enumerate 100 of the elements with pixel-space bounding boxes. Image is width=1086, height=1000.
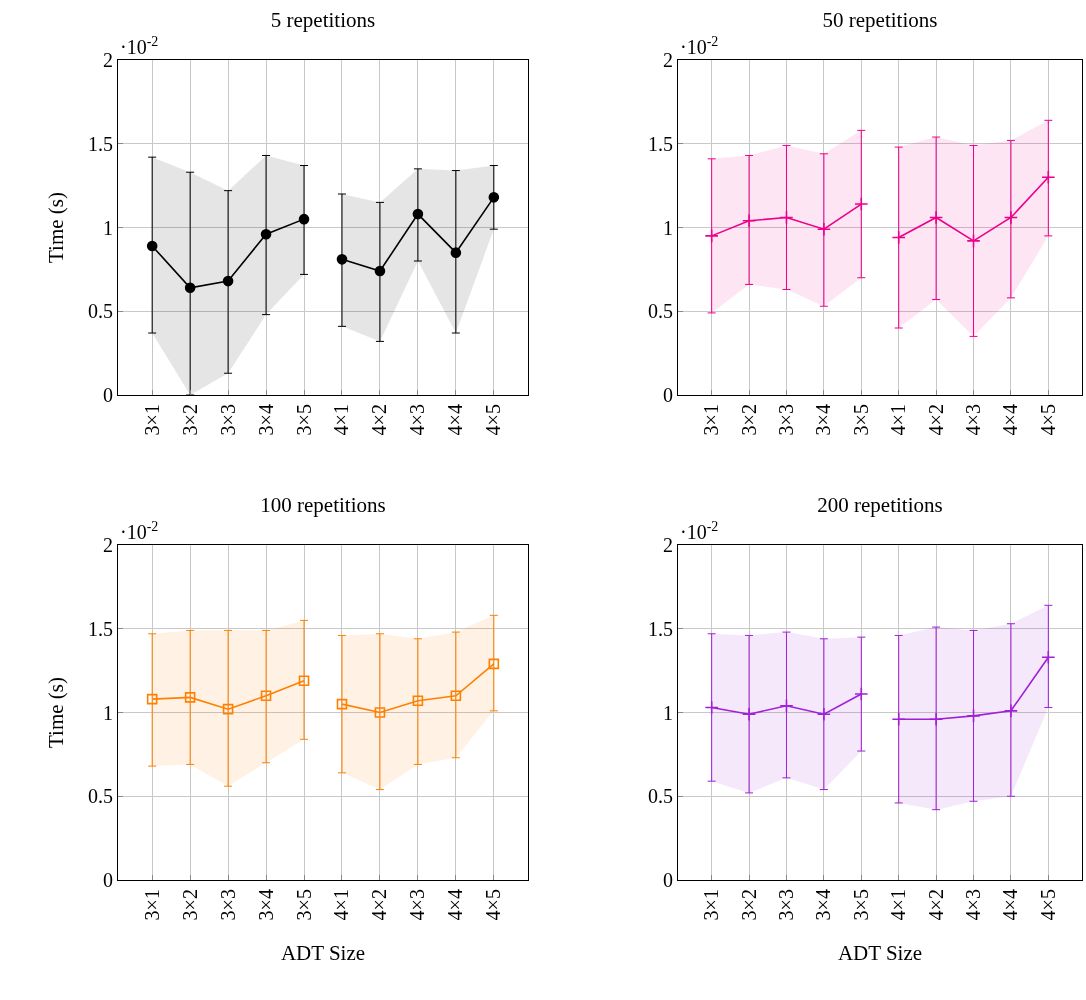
chart-title: 50 repetitions	[822, 7, 938, 32]
x-tick-label: 3×5	[292, 889, 315, 921]
y-axis-title: Time (s)	[44, 192, 69, 263]
point	[741, 707, 757, 722]
x-tick-label: 3×3	[216, 404, 239, 436]
x-tick-label: 4×1	[887, 404, 910, 436]
x-tick-label: 3×2	[178, 889, 201, 921]
text: ·10$^{-2}$	[120, 34, 159, 59]
point	[298, 213, 310, 225]
text: ·10$^{-2}$	[120, 519, 159, 544]
x-tick-label: 3×1	[700, 404, 723, 436]
x-tick-label: 4×4	[444, 889, 467, 921]
point	[260, 690, 272, 702]
point	[704, 700, 719, 715]
x-tick-label: 4×4	[444, 404, 467, 436]
x-tick-label: 3×1	[700, 889, 723, 921]
point	[779, 698, 794, 713]
x-tick-label: 4×5	[1036, 889, 1059, 921]
x-tick-label: 4×2	[368, 404, 391, 436]
x-tick-label: 4×1	[330, 404, 353, 436]
x-tick-label: 3×4	[254, 404, 277, 436]
y-tick-label: 1	[102, 216, 113, 239]
point	[412, 695, 424, 707]
y-axis-title: Time (s)	[44, 677, 69, 748]
x-tick-label: 4×3	[962, 889, 985, 921]
point	[146, 693, 158, 705]
x-tick-label: 3×1	[140, 889, 163, 921]
x-tick-label: 3×3	[216, 889, 239, 921]
y-tick-label: 1.5	[87, 617, 113, 640]
x-tick-label: 3×5	[849, 404, 872, 436]
point	[1041, 170, 1056, 185]
y-tick-label: 1.5	[87, 132, 113, 155]
point	[966, 233, 981, 248]
y-tick-label: 0	[102, 384, 113, 406]
point	[374, 265, 386, 277]
point	[450, 690, 462, 702]
point	[298, 675, 310, 686]
x-tick-label: 4×3	[962, 404, 985, 436]
y-tick-label: 2	[102, 49, 113, 71]
point	[222, 703, 234, 715]
y-tick-label: 1	[102, 701, 113, 724]
point	[741, 213, 757, 228]
point	[184, 282, 196, 294]
point	[146, 240, 158, 252]
y-tick-label: 1.5	[647, 132, 673, 155]
x-tick-label: 3×3	[774, 404, 797, 436]
point	[966, 708, 981, 723]
x-tick-label: 4×5	[482, 889, 505, 921]
x-axis-title: ADT Size	[280, 940, 366, 965]
text: ·10$^{-2}$	[680, 519, 719, 544]
point	[260, 228, 272, 240]
y-tick-label: 1	[662, 216, 673, 239]
y-tick-label: 0.5	[647, 300, 673, 323]
point	[929, 210, 944, 225]
y-tick-label: 0	[662, 384, 673, 406]
point	[704, 228, 719, 243]
x-tick-label: 3×4	[254, 889, 277, 921]
point	[779, 210, 794, 225]
point	[854, 686, 869, 702]
point	[184, 692, 196, 703]
y-tick-label: 2	[102, 534, 113, 556]
y-tick-label: 0	[102, 869, 113, 891]
point	[1003, 703, 1019, 718]
x-tick-label: 3×3	[774, 889, 797, 921]
y-tick-label: 1	[662, 701, 673, 724]
point	[412, 208, 424, 220]
point	[816, 222, 831, 237]
x-tick-label: 3×2	[178, 404, 201, 436]
x-tick-label: 4×4	[999, 404, 1022, 436]
point	[488, 192, 500, 203]
x-tick-label: 3×5	[292, 404, 315, 436]
x-tick-label: 4×1	[887, 889, 910, 921]
x-tick-label: 4×1	[330, 889, 353, 921]
point	[336, 698, 348, 710]
point	[891, 712, 906, 727]
x-tick-label: 3×2	[737, 889, 760, 921]
point	[854, 196, 869, 212]
x-tick-label: 4×2	[368, 889, 391, 921]
y-tick-label: 1.5	[647, 617, 673, 640]
point	[336, 254, 348, 265]
x-tick-label: 4×5	[482, 404, 505, 436]
point	[891, 230, 906, 245]
x-tick-label: 4×2	[924, 889, 947, 921]
chart-title: 200 repetitions	[817, 492, 943, 517]
x-tick-label: 3×5	[849, 889, 872, 921]
y-tick-label: 0.5	[87, 785, 113, 808]
x-tick-label: 3×2	[737, 404, 760, 436]
x-tick-label: 4×3	[406, 404, 429, 436]
x-tick-label: 4×2	[924, 404, 947, 436]
x-tick-label: 3×1	[140, 404, 163, 436]
point	[374, 707, 386, 718]
chart-title: 100 repetitions	[260, 492, 386, 517]
point	[929, 712, 944, 727]
point	[816, 707, 831, 722]
point	[1041, 650, 1056, 665]
y-tick-label: 2	[662, 534, 673, 556]
text: ·10$^{-2}$	[680, 34, 719, 59]
y-tick-label: 0.5	[87, 300, 113, 323]
point	[222, 275, 234, 287]
x-tick-label: 3×4	[812, 404, 835, 436]
